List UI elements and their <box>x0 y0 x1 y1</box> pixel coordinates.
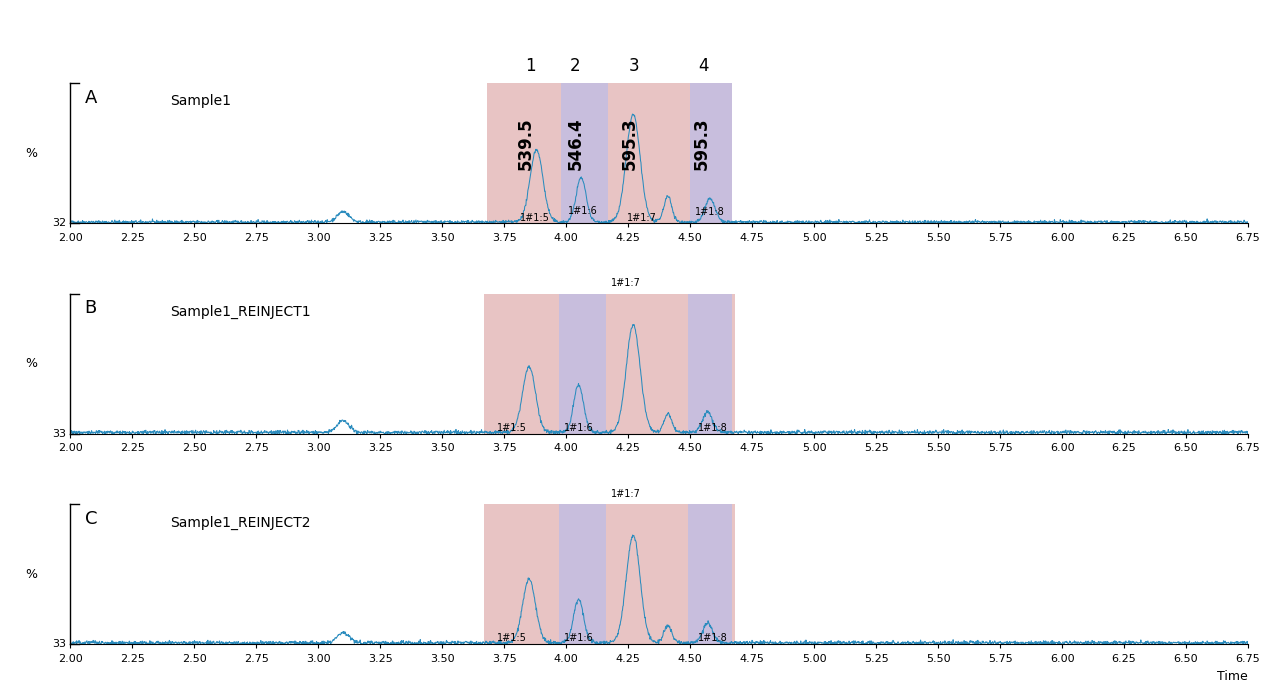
Text: 1#1:7: 1#1:7 <box>627 213 657 223</box>
Text: Time: Time <box>1217 669 1248 683</box>
Text: A: A <box>84 89 97 107</box>
Text: 2: 2 <box>570 57 580 75</box>
Bar <box>561 83 608 223</box>
Text: 1#1:8: 1#1:8 <box>695 207 724 218</box>
Bar <box>484 505 571 644</box>
Text: %: % <box>26 358 37 370</box>
Bar <box>687 294 732 434</box>
Text: C: C <box>84 510 97 528</box>
Text: 1#1:8: 1#1:8 <box>698 423 727 433</box>
Text: %: % <box>26 147 37 160</box>
Text: 546.4: 546.4 <box>567 118 585 170</box>
Bar <box>559 505 605 644</box>
Bar <box>486 83 566 223</box>
Text: 1#1:5: 1#1:5 <box>521 213 550 223</box>
Text: %: % <box>26 568 37 581</box>
Text: 539.5: 539.5 <box>516 118 534 170</box>
Text: 3: 3 <box>628 57 640 75</box>
Text: 1#1:6: 1#1:6 <box>563 423 594 433</box>
Text: 1#1:6: 1#1:6 <box>563 633 594 643</box>
Text: 1#1:5: 1#1:5 <box>497 633 526 643</box>
Text: 1: 1 <box>525 57 535 75</box>
Text: 4: 4 <box>699 57 709 75</box>
Text: 32: 32 <box>52 218 67 229</box>
Text: Sample1_REINJECT1: Sample1_REINJECT1 <box>170 305 311 319</box>
Bar <box>559 294 605 434</box>
Text: 1#1:5: 1#1:5 <box>497 423 526 433</box>
Text: 33: 33 <box>52 429 67 439</box>
Text: 595.3: 595.3 <box>692 118 710 170</box>
Text: 1#1:6: 1#1:6 <box>567 207 598 216</box>
Text: Sample1: Sample1 <box>170 94 232 108</box>
Text: 1#1:7: 1#1:7 <box>611 489 641 498</box>
Text: 595.3: 595.3 <box>621 118 639 170</box>
Bar <box>687 505 732 644</box>
Bar <box>484 294 571 434</box>
Bar <box>603 83 695 223</box>
Text: 33: 33 <box>52 640 67 649</box>
Bar <box>690 83 732 223</box>
Bar <box>600 294 735 434</box>
Bar <box>600 505 735 644</box>
Text: B: B <box>84 299 97 317</box>
Text: Sample1_REINJECT2: Sample1_REINJECT2 <box>170 516 311 529</box>
Text: 1#1:7: 1#1:7 <box>611 278 641 288</box>
Text: 1#1:8: 1#1:8 <box>698 633 727 643</box>
